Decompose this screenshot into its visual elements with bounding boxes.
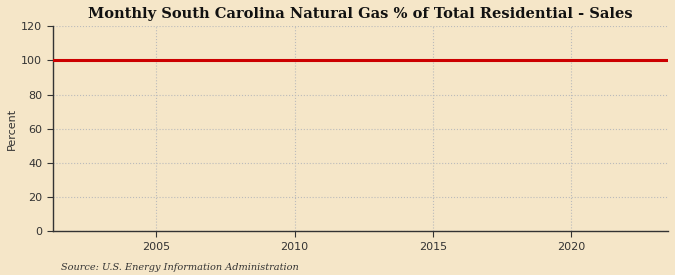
Text: Source: U.S. Energy Information Administration: Source: U.S. Energy Information Administ…	[61, 263, 298, 272]
Title: Monthly South Carolina Natural Gas % of Total Residential - Sales: Monthly South Carolina Natural Gas % of …	[88, 7, 632, 21]
Y-axis label: Percent: Percent	[7, 108, 17, 150]
